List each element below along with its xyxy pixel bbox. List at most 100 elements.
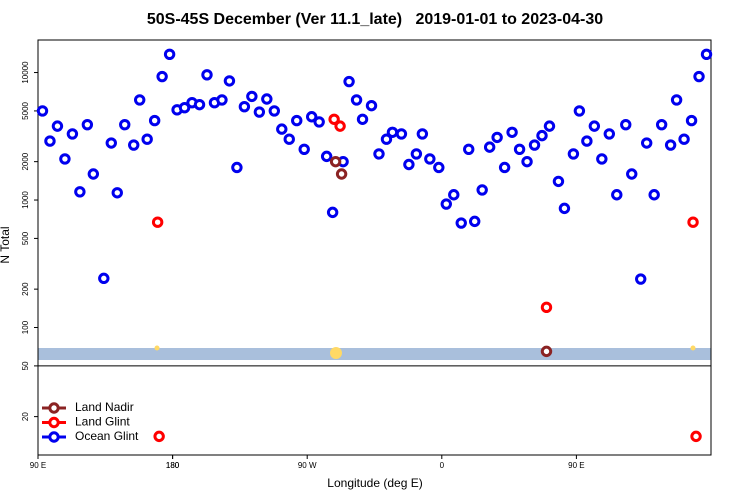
y-tick-label: 10000 [21, 61, 30, 84]
data-point [335, 168, 348, 180]
y-tick-label: 200 [21, 282, 30, 296]
data-point [687, 216, 699, 228]
data-point [163, 48, 176, 61]
data-point [558, 202, 571, 215]
data-point [626, 168, 638, 180]
data-point [119, 118, 131, 131]
data-point [153, 430, 165, 443]
data-point [223, 75, 236, 87]
data-point [685, 114, 698, 127]
data-point [201, 69, 213, 81]
data-point [690, 430, 702, 443]
data-point [253, 106, 266, 118]
data-point [373, 148, 385, 160]
y-tick-label: 20 [21, 412, 30, 421]
data-point [305, 111, 318, 123]
data-point [693, 70, 705, 83]
x-tick-label: 180 [166, 461, 180, 470]
data-point [193, 98, 206, 111]
chart-title: 50S-45S December (Ver 11.1_late) 2019-01… [147, 11, 603, 28]
data-point [588, 120, 601, 132]
data-point [483, 141, 496, 153]
data-point [424, 153, 436, 165]
data-point [455, 217, 467, 229]
legend-marker [48, 416, 60, 429]
data-point [433, 161, 445, 174]
data-point [216, 94, 228, 106]
y-tick-label: 50 [21, 361, 30, 370]
y-tick-label: 100 [21, 320, 30, 334]
data-point [506, 126, 518, 138]
data-point [231, 161, 243, 174]
data-point [640, 137, 653, 149]
data-point [543, 120, 556, 132]
data-point [151, 216, 164, 228]
data-point [670, 94, 683, 106]
data-point [87, 168, 100, 180]
data-point [283, 133, 295, 145]
band-marker [690, 345, 696, 351]
data-point [328, 113, 340, 125]
data-point [329, 155, 342, 168]
data-point [540, 345, 553, 358]
data-point [403, 158, 415, 171]
data-point [178, 101, 191, 114]
data-point [44, 135, 56, 147]
data-point [410, 148, 423, 160]
data-point [573, 105, 586, 117]
data-point [596, 153, 608, 165]
surface-band [38, 348, 711, 360]
data-point [567, 148, 580, 160]
data-point [655, 118, 668, 131]
data-point [334, 120, 346, 132]
data-point [156, 70, 168, 83]
data-point [298, 143, 310, 155]
data-point [98, 272, 110, 285]
y-tick-label: 1000 [21, 191, 30, 209]
data-point [521, 155, 533, 168]
data-point [476, 184, 488, 196]
data-point [440, 198, 452, 210]
data-point [635, 273, 647, 285]
legend-label: Land Nadir [75, 400, 134, 414]
data-point [128, 139, 140, 151]
data-point [540, 301, 553, 314]
data-point [648, 189, 660, 201]
x-axis-label: Longitude (deg E) [327, 476, 422, 490]
data-point [678, 133, 690, 145]
data-point [356, 113, 369, 125]
data-point [536, 129, 548, 142]
data-point [513, 143, 526, 155]
data-point [416, 128, 429, 140]
y-tick-label: 5000 [21, 101, 30, 119]
data-point [491, 131, 503, 144]
data-point [581, 135, 593, 147]
data-point [469, 215, 481, 228]
data-point [498, 161, 511, 174]
legend-marker [48, 431, 60, 443]
data-point [148, 114, 161, 127]
data-point [59, 153, 71, 165]
x-tick-label: 90 E [30, 461, 46, 470]
x-tick-label: 180 [166, 461, 180, 470]
data-point [268, 105, 280, 117]
data-point [603, 128, 616, 140]
data-point [620, 118, 632, 131]
y-tick-label: 500 [21, 231, 30, 245]
data-point [552, 175, 565, 188]
data-point [111, 187, 123, 199]
data-point [291, 114, 303, 127]
legend-label: Land Glint [75, 415, 130, 429]
data-point [238, 100, 251, 113]
data-point [261, 93, 273, 105]
data-point [66, 128, 79, 140]
x-tick-label: 0 [440, 461, 445, 470]
data-point [81, 118, 94, 131]
data-point [133, 94, 146, 106]
data-point [395, 128, 408, 140]
data-point [448, 189, 460, 201]
band-marker [330, 347, 342, 359]
data-point [343, 75, 355, 88]
data-point [365, 99, 378, 112]
legend-marker [48, 402, 60, 414]
